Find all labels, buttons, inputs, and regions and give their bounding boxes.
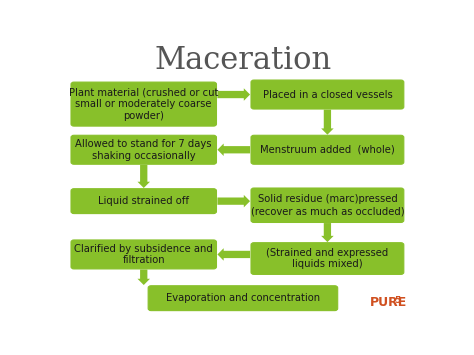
- FancyBboxPatch shape: [251, 243, 404, 274]
- Text: Evaporation and concentration: Evaporation and concentration: [166, 293, 320, 303]
- Text: Solid residue (marc)pressed
(recover as much as occluded): Solid residue (marc)pressed (recover as …: [251, 195, 404, 216]
- FancyBboxPatch shape: [71, 82, 217, 126]
- Text: Allowed to stand for 7 days
shaking occasionally: Allowed to stand for 7 days shaking occa…: [75, 139, 212, 160]
- Text: (Strained and expressed
liquids mixed): (Strained and expressed liquids mixed): [266, 248, 389, 269]
- FancyBboxPatch shape: [71, 135, 217, 164]
- FancyBboxPatch shape: [251, 188, 404, 223]
- Text: Menstruum added  (whole): Menstruum added (whole): [260, 145, 395, 155]
- Text: Liquid strained off: Liquid strained off: [98, 196, 189, 206]
- FancyBboxPatch shape: [251, 135, 404, 164]
- Text: Placed in a closed vessels: Placed in a closed vessels: [263, 89, 392, 99]
- FancyBboxPatch shape: [251, 80, 404, 109]
- Text: Clarified by subsidence and
filtration: Clarified by subsidence and filtration: [74, 244, 213, 265]
- Text: Plant material (crushed or cut
small or moderately coarse
powder): Plant material (crushed or cut small or …: [69, 87, 219, 121]
- Text: PURE: PURE: [370, 296, 407, 309]
- Text: Maceration: Maceration: [155, 45, 331, 76]
- FancyBboxPatch shape: [71, 189, 217, 214]
- FancyBboxPatch shape: [148, 286, 337, 311]
- Text: 5: 5: [395, 296, 401, 305]
- FancyBboxPatch shape: [71, 240, 217, 269]
